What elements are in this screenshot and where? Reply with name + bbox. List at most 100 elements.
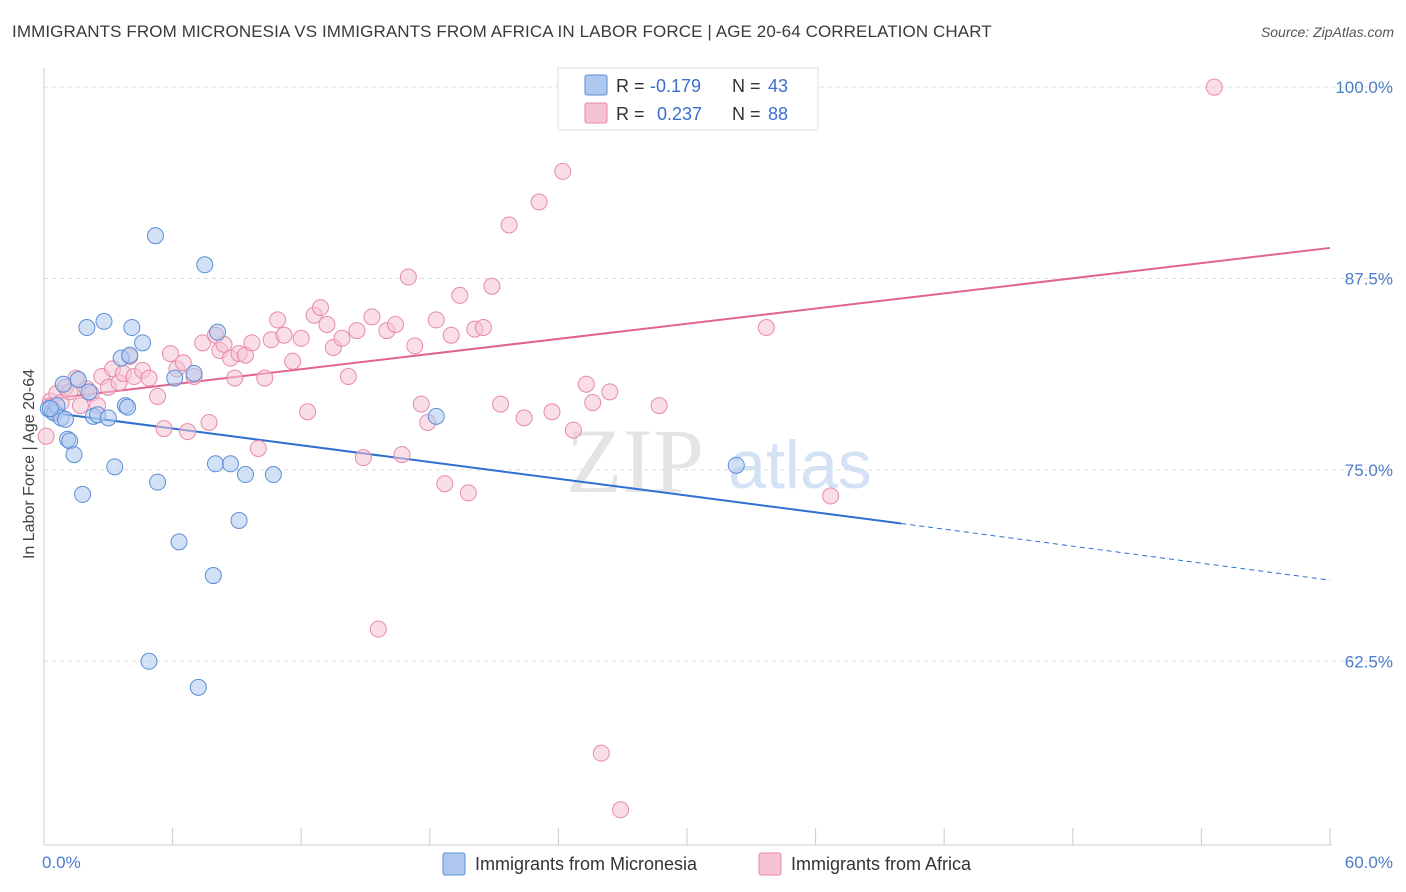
africa-point	[155, 420, 173, 438]
micronesia-point	[166, 369, 184, 387]
source-credit: Source: ZipAtlas.com	[1260, 24, 1394, 40]
watermark-zip: ZIP	[566, 410, 704, 512]
gridlines	[44, 86, 1394, 662]
africa-point	[348, 322, 366, 340]
micronesia-point	[196, 256, 214, 274]
micronesia-point	[41, 400, 59, 418]
africa-point	[757, 319, 775, 337]
x-tick-label: 60.0%	[1345, 853, 1393, 872]
africa-point	[577, 375, 595, 393]
micronesia-point	[123, 319, 141, 337]
micronesia-point	[170, 533, 188, 551]
watermark-atlas: atlas	[728, 427, 872, 503]
micronesia-point	[54, 375, 72, 393]
legend-r-value-africa: 0.237	[657, 104, 702, 124]
micronesia-point	[95, 312, 113, 330]
africa-point	[530, 193, 548, 211]
micronesia-point	[99, 409, 117, 427]
africa-point	[387, 315, 405, 333]
africa-point	[492, 395, 510, 413]
legend-r-label: R =	[616, 76, 645, 96]
africa-point	[483, 277, 501, 295]
micronesia-point	[80, 383, 98, 401]
africa-point	[399, 268, 417, 286]
africa-point	[412, 395, 430, 413]
micronesia-point	[78, 319, 96, 337]
micronesia-point	[65, 446, 83, 464]
africa-point	[436, 475, 454, 493]
legend-n-label: N =	[732, 104, 761, 124]
micronesia-point	[230, 511, 248, 529]
series-legend: Immigrants from Micronesia Immigrants fr…	[442, 852, 972, 876]
y-tick-label: 75.0%	[1345, 461, 1393, 480]
africa-point	[363, 308, 381, 326]
africa-point	[71, 397, 89, 415]
micronesia-point	[106, 458, 124, 476]
africa-point	[393, 446, 411, 464]
africa-point	[369, 620, 387, 638]
y-axis-label: In Labor Force | Age 20-64	[21, 369, 38, 559]
africa-point	[500, 216, 518, 234]
chart-title: IMMIGRANTS FROM MICRONESIA VS IMMIGRANTS…	[12, 22, 992, 41]
africa-point	[543, 403, 561, 421]
africa-point	[249, 439, 267, 457]
micronesia-point	[69, 371, 87, 389]
x-tick-labels: 0.0% 60.0%	[42, 853, 1393, 872]
africa-point	[354, 449, 372, 467]
africa-point	[318, 315, 336, 333]
legend-r-label: R =	[616, 104, 645, 124]
micronesia-point	[149, 473, 167, 491]
africa-point	[564, 421, 582, 439]
africa-point	[269, 311, 287, 329]
micronesia-point	[209, 323, 227, 341]
x-tick-label: 0.0%	[42, 853, 81, 872]
bottom-legend-label-micronesia: Immigrants from Micronesia	[475, 854, 698, 874]
africa-point	[226, 369, 244, 387]
series-micronesia-points	[39, 227, 745, 696]
micronesia-point	[236, 466, 254, 484]
africa-point	[554, 162, 572, 180]
legend-n-value-africa: 88	[768, 104, 788, 124]
micronesia-point	[264, 466, 282, 484]
africa-point	[243, 334, 261, 352]
micronesia-point	[206, 455, 224, 473]
africa-point	[179, 423, 197, 441]
africa-point	[822, 487, 840, 505]
africa-point	[161, 345, 179, 363]
africa-point	[37, 427, 55, 445]
africa-point	[584, 394, 602, 412]
africa-point	[299, 403, 317, 421]
legend-swatch-africa	[584, 102, 608, 124]
africa-point	[256, 369, 274, 387]
bottom-legend-swatch-micronesia	[442, 852, 466, 876]
africa-point	[451, 286, 469, 304]
micronesia-point	[204, 567, 222, 585]
africa-point	[474, 319, 492, 337]
micronesia-point	[146, 227, 164, 245]
stats-legend: R = -0.179 N = 43 R = 0.237 N = 88	[557, 67, 819, 131]
micronesia-point	[221, 455, 239, 473]
micronesia-point	[189, 678, 207, 696]
legend-n-label: N =	[732, 76, 761, 96]
y-tick-labels: 62.5% 75.0% 87.5% 100.0%	[1335, 78, 1393, 671]
africa-point	[459, 484, 477, 502]
bottom-legend-label-africa: Immigrants from Africa	[791, 854, 972, 874]
africa-point	[1205, 78, 1223, 96]
micronesia-point	[121, 346, 139, 364]
axes	[43, 68, 1332, 846]
africa-point	[194, 334, 212, 352]
africa-point	[311, 299, 329, 317]
africa-point	[174, 354, 192, 372]
africa-point	[515, 409, 533, 427]
micronesia-point	[56, 410, 74, 428]
africa-point	[601, 383, 619, 401]
africa-point	[427, 311, 445, 329]
africa-point	[406, 337, 424, 355]
micronesia-point	[185, 364, 203, 382]
africa-point	[149, 387, 167, 405]
africa-point	[612, 801, 630, 819]
africa-point	[275, 326, 293, 344]
bottom-legend-swatch-africa	[758, 852, 782, 876]
micronesia-point	[119, 398, 137, 416]
